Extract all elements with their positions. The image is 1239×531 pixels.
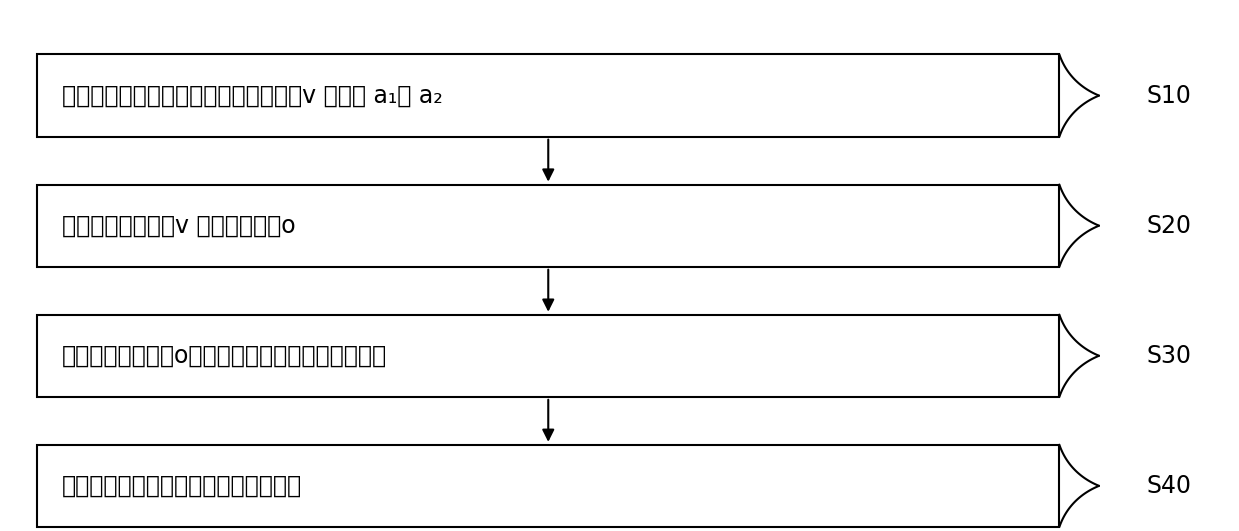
Text: 根据待聚类图像选定待分类的数据矩阵v 、类号 a₁和 a₂: 根据待聚类图像选定待分类的数据矩阵v 、类号 a₁和 a₂: [62, 83, 442, 108]
Bar: [37, 445, 1059, 527]
Bar: [37, 314, 1059, 397]
Text: 根据迭代类结果对待聚类图像进行聚类: 根据迭代类结果对待聚类图像进行聚类: [62, 474, 302, 498]
Text: S40: S40: [1146, 474, 1191, 498]
Text: 根据迭代数据矩阵v 构建目标函数o: 根据迭代数据矩阵v 构建目标函数o: [62, 213, 296, 238]
Text: S10: S10: [1146, 83, 1191, 108]
Bar: [37, 55, 1059, 137]
Text: S20: S20: [1146, 213, 1191, 238]
Text: S30: S30: [1146, 344, 1191, 368]
Text: 根据迭代目标函数o，使用迭代的方法，输出类结果: 根据迭代目标函数o，使用迭代的方法，输出类结果: [62, 344, 387, 368]
Bar: [37, 185, 1059, 267]
